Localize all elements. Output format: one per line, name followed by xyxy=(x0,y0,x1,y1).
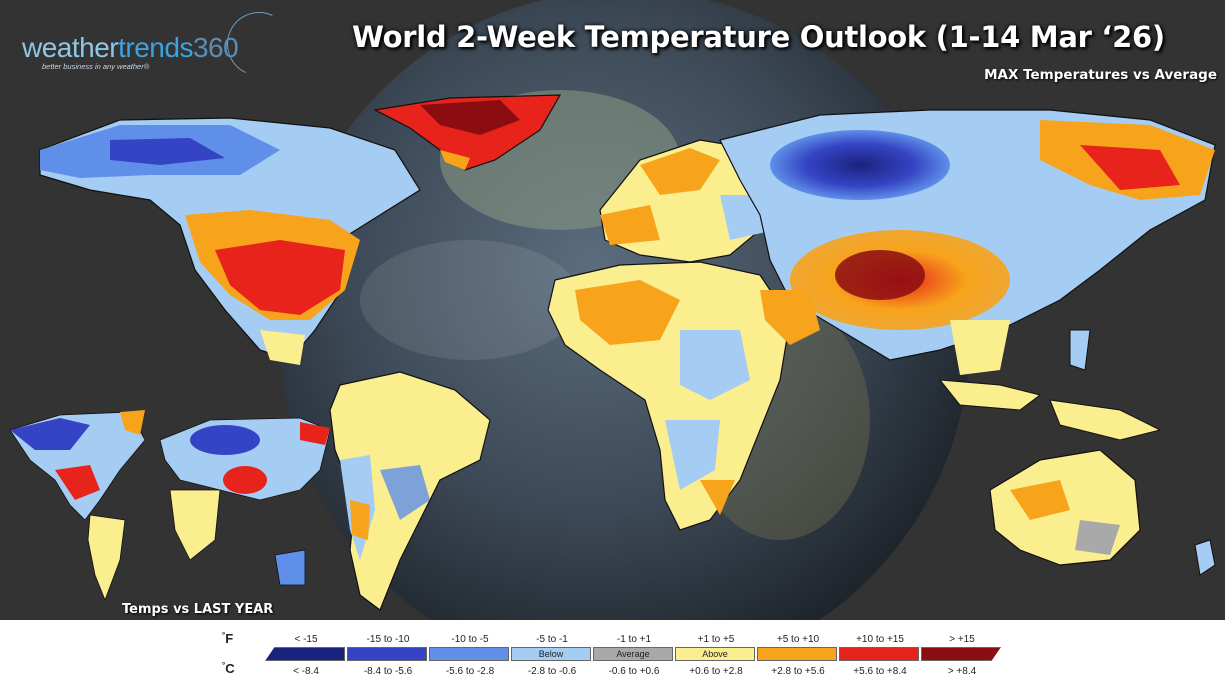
legend-bin-celsius-label: -8.4 to -5.6 xyxy=(363,666,413,677)
world-map: weathertrends360 better business in any … xyxy=(9,0,1217,620)
legend-bin: +1 to +5 Above +0.6 to +2.8 xyxy=(675,620,757,682)
legend-color-swatch xyxy=(839,647,919,661)
legend-bin-fahrenheit-label: +5 to +10 xyxy=(776,634,820,645)
legend-bin-fahrenheit-label: -15 to -10 xyxy=(366,634,410,645)
legend-unit-fahrenheit: °F xyxy=(222,631,234,646)
legend-color-swatch: Average xyxy=(593,647,673,661)
legend-bin-celsius-label: +5.6 to +8.4 xyxy=(853,666,907,677)
legend-bin-celsius-label: < -8.4 xyxy=(293,666,319,677)
legend-bin-fahrenheit-label: -10 to -5 xyxy=(451,634,489,645)
legend-bin: +5 to +10 +2.8 to +5.6 xyxy=(757,620,839,682)
temperature-legend: °F °C < -15 < -8.4 -15 to -10 -8.4 to -5.6-… xyxy=(0,620,1225,682)
legend-bin-fahrenheit-label: -1 to +1 xyxy=(616,634,652,645)
legend-color-swatch xyxy=(429,647,509,661)
map-title: World 2-Week Temperature Outlook (1-14 M… xyxy=(352,20,1165,54)
map-subtitle: MAX Temperatures vs Average xyxy=(984,67,1217,83)
legend-bin-fahrenheit-label: +1 to +5 xyxy=(697,634,735,645)
legend-bin: < -15 < -8.4 xyxy=(265,620,347,682)
legend-bin-fahrenheit-label: +10 to +15 xyxy=(856,634,904,645)
europe-region xyxy=(599,139,791,263)
legend-bin-celsius-label: > +8.4 xyxy=(947,666,977,677)
logo-wordmark: weathertrends360 xyxy=(22,32,239,63)
legend-bin-celsius-label: -2.8 to -0.6 xyxy=(527,666,577,677)
australia-region xyxy=(989,449,1141,566)
africa-region xyxy=(547,261,791,531)
legend-bin: +10 to +15 +5.6 to +8.4 xyxy=(839,620,921,682)
maritime-asia-region xyxy=(938,329,1162,441)
globe-clouds xyxy=(360,240,580,360)
legend-bin: -1 to +1 Average -0.6 to +0.6 xyxy=(593,620,675,682)
north-america-region xyxy=(39,117,421,365)
logo-tagline: better business in any weather® xyxy=(42,62,150,71)
legend-bin: -10 to -5 -5.6 to -2.8 xyxy=(429,620,511,682)
legend-color-swatch xyxy=(757,647,837,661)
legend-bin-fahrenheit-label: > +15 xyxy=(949,634,975,645)
legend-bin-fahrenheit-label: < -15 xyxy=(294,634,318,645)
legend-color-swatch xyxy=(347,647,427,661)
legend-color-swatch xyxy=(921,647,1001,661)
legend-color-swatch: Above xyxy=(675,647,755,661)
legend-bin-category-label: Below xyxy=(538,649,564,659)
inset-last-year-map xyxy=(9,410,331,602)
map-graphic xyxy=(9,0,1216,620)
weathertrends360-logo: weathertrends360 better business in any … xyxy=(22,2,301,86)
legend-bin: > +15 > +8.4 xyxy=(921,620,1003,682)
south-america-region xyxy=(329,371,491,611)
legend-bin-fahrenheit-label: -5 to -1 xyxy=(536,634,568,645)
inset-map-label: Temps vs LAST YEAR xyxy=(122,602,274,617)
legend-bin-celsius-label: -0.6 to +0.6 xyxy=(608,666,660,677)
legend-bin-celsius-label: -5.6 to -2.8 xyxy=(445,666,495,677)
legend-bin-category-label: Above xyxy=(702,649,728,659)
legend-bin-celsius-label: +0.6 to +2.8 xyxy=(689,666,743,677)
new-zealand-region xyxy=(1194,539,1216,576)
greenland-region xyxy=(373,94,562,171)
asia-region xyxy=(719,109,1216,375)
legend-bin-category-label: Average xyxy=(616,649,650,659)
legend-bin: -5 to -1 Below -2.8 to -0.6 xyxy=(511,620,593,682)
legend-color-swatch xyxy=(265,647,345,661)
legend-unit-celsius: °C xyxy=(222,661,235,676)
legend-color-swatch: Below xyxy=(511,647,591,661)
legend-bin-celsius-label: +2.8 to +5.6 xyxy=(771,666,825,677)
legend-bin: -15 to -10 -8.4 to -5.6 xyxy=(347,620,429,682)
